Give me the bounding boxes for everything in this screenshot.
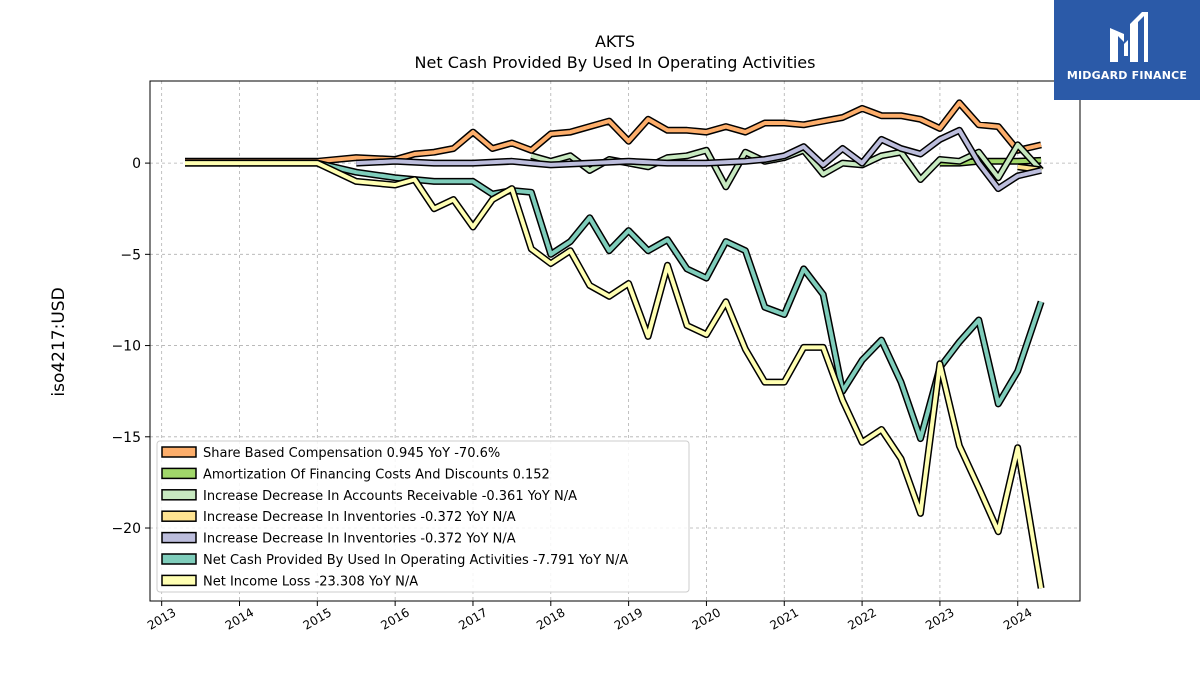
series-stroke xyxy=(356,128,1042,191)
midgard-logo-icon xyxy=(1110,12,1148,62)
series-stroke xyxy=(185,100,1042,164)
y-axis-label: iso4217:USD xyxy=(49,287,69,396)
series-line-6 xyxy=(185,159,1045,589)
y-tick-label: 0 xyxy=(132,156,141,172)
chart-title: AKTS xyxy=(595,32,635,51)
series-stroke xyxy=(185,161,1044,589)
x-tick-label: 2019 xyxy=(612,605,645,632)
legend-label: Increase Decrease In Inventories -0.372 … xyxy=(203,532,516,547)
plot-frame xyxy=(149,80,1081,602)
x-tick-label: 2022 xyxy=(845,605,878,632)
x-tick-label: 2023 xyxy=(923,605,956,632)
x-tick-label: 2017 xyxy=(456,605,489,632)
brand-logo: MIDGARD FINANCE xyxy=(1054,0,1200,100)
legend-swatch xyxy=(161,467,197,480)
series-stroke xyxy=(185,161,1043,441)
legend-swatch xyxy=(161,531,197,544)
y-tick-label: −5 xyxy=(120,247,141,263)
y-tick-label: −20 xyxy=(111,521,141,537)
legend-label: Share Based Compensation 0.945 YoY -70.6… xyxy=(203,446,500,461)
legend-swatch xyxy=(161,446,197,458)
legend-label: Increase Decrease In Inventories -0.372 … xyxy=(203,510,516,525)
legend-swatch xyxy=(161,574,197,587)
legend-label: Increase Decrease In Accounts Receivable… xyxy=(203,489,577,504)
legend-label: Net Cash Provided By Used In Operating A… xyxy=(203,553,628,568)
y-tick-label: −10 xyxy=(111,339,141,355)
x-tick-label: 2014 xyxy=(223,605,256,632)
x-tick-label: 2018 xyxy=(534,605,567,632)
x-tick-label: 2015 xyxy=(301,605,334,632)
x-tick-label: 2024 xyxy=(1001,605,1034,632)
series-lines xyxy=(185,99,1045,589)
legend-label: Net Income Loss -23.308 YoY N/A xyxy=(203,574,418,589)
legend-swatch xyxy=(161,489,197,501)
legend-label: Amortization Of Financing Costs And Disc… xyxy=(203,467,550,482)
chart-subtitle: Net Cash Provided By Used In Operating A… xyxy=(415,53,816,72)
legend: Share Based Compensation 0.945 YoY -70.6… xyxy=(156,440,690,593)
series-outline xyxy=(185,159,1045,443)
legend-box xyxy=(156,440,690,593)
series-line-0 xyxy=(185,99,1042,165)
x-tick-label: 2021 xyxy=(768,605,801,632)
x-tick-label: 2013 xyxy=(145,605,178,632)
x-axis-ticks: 2013 2014 2015 2016 2017 2018 2019 2020 2021 2022… xyxy=(145,601,1034,633)
y-axis-ticks: 0 −5 −10 −15 −20 xyxy=(111,156,150,537)
x-tick-label: 2016 xyxy=(378,605,411,632)
brand-name: MIDGARD FINANCE xyxy=(1066,69,1188,82)
series-line-4 xyxy=(356,126,1042,193)
legend-swatch xyxy=(161,553,197,565)
legend-swatch xyxy=(161,510,197,522)
y-tick-label: −15 xyxy=(111,430,141,446)
series-line-5 xyxy=(185,159,1045,443)
x-tick-label: 2020 xyxy=(690,605,723,632)
